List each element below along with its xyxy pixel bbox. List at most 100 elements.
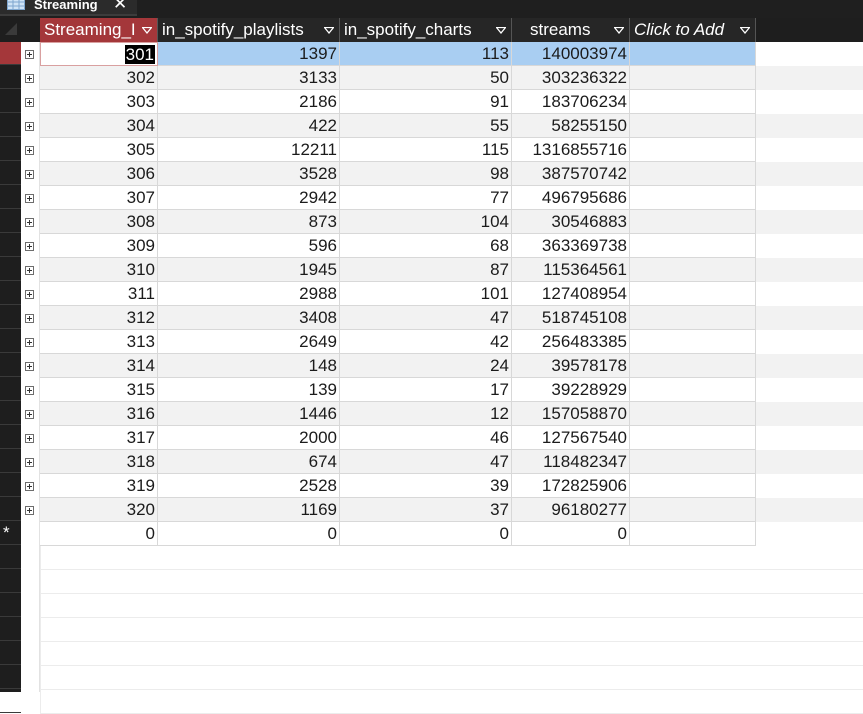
cell-streams[interactable]: 172825906 <box>512 474 630 498</box>
cell-in-spotify-playlists[interactable]: 1446 <box>158 402 340 426</box>
expand-subdatasheet-icon[interactable] <box>25 482 34 491</box>
expand-subdatasheet-icon[interactable] <box>25 458 34 467</box>
cell-click-to-add[interactable] <box>630 426 756 450</box>
record-selector[interactable] <box>0 234 21 257</box>
cell-streaming-id[interactable]: 311 <box>40 282 158 306</box>
cell-streams[interactable]: 58255150 <box>512 114 630 138</box>
expand-subdatasheet-icon[interactable] <box>25 314 34 323</box>
record-selector[interactable] <box>0 66 21 89</box>
cell-click-to-add[interactable] <box>630 282 756 306</box>
cell-streams[interactable]: 518745108 <box>512 306 630 330</box>
cell-streaming-id[interactable]: 307 <box>40 186 158 210</box>
cell-streaming-id[interactable]: 317 <box>40 426 158 450</box>
cell-in-spotify-charts[interactable]: 55 <box>340 114 512 138</box>
cell-streams[interactable]: 115364561 <box>512 258 630 282</box>
cell-click-to-add[interactable] <box>630 354 756 378</box>
cell-in-spotify-playlists[interactable]: 3528 <box>158 162 340 186</box>
cell-streaming-id[interactable]: 318 <box>40 450 158 474</box>
cell-in-spotify-playlists[interactable]: 3133 <box>158 66 340 90</box>
table-row[interactable]: 313 2649 42 256483385 <box>40 330 863 354</box>
expand-subdatasheet-icon[interactable] <box>25 218 34 227</box>
cell-streams[interactable]: 39228929 <box>512 378 630 402</box>
expand-subdatasheet-icon[interactable] <box>25 170 34 179</box>
new-record-row[interactable]: 0 0 0 0 <box>40 522 863 546</box>
cell-in-spotify-playlists[interactable]: 1169 <box>158 498 340 522</box>
cell-in-spotify-charts[interactable]: 91 <box>340 90 512 114</box>
column-header-in-spotify-playlists[interactable]: in_spotify_playlists <box>158 18 340 42</box>
cell-streams[interactable]: 1316855716 <box>512 138 630 162</box>
cell-in-spotify-charts[interactable]: 98 <box>340 162 512 186</box>
table-row[interactable]: 320 1169 37 96180277 <box>40 498 863 522</box>
table-row[interactable]: 319 2528 39 172825906 <box>40 474 863 498</box>
cell-streams[interactable]: 256483385 <box>512 330 630 354</box>
cell-streaming-id[interactable]: 0 <box>40 522 158 546</box>
cell-in-spotify-charts[interactable]: 47 <box>340 450 512 474</box>
cell-streams[interactable]: 39578178 <box>512 354 630 378</box>
table-row[interactable]: 315 139 17 39228929 <box>40 378 863 402</box>
cell-streaming-id[interactable]: 315 <box>40 378 158 402</box>
record-selector[interactable] <box>0 426 21 449</box>
cell-in-spotify-playlists[interactable]: 148 <box>158 354 340 378</box>
cell-click-to-add[interactable] <box>630 210 756 234</box>
expand-subdatasheet-icon[interactable] <box>25 74 34 83</box>
record-selector[interactable] <box>0 138 21 161</box>
cell-click-to-add[interactable] <box>630 66 756 90</box>
cell-in-spotify-charts[interactable]: 24 <box>340 354 512 378</box>
expand-subdatasheet-icon[interactable] <box>25 434 34 443</box>
cell-click-to-add[interactable] <box>630 258 756 282</box>
cell-in-spotify-charts[interactable]: 68 <box>340 234 512 258</box>
cell-streaming-id[interactable]: 305 <box>40 138 158 162</box>
cell-in-spotify-playlists[interactable]: 139 <box>158 378 340 402</box>
table-row[interactable]: 316 1446 12 157058870 <box>40 402 863 426</box>
expand-subdatasheet-icon[interactable] <box>25 50 34 59</box>
cell-click-to-add[interactable] <box>630 186 756 210</box>
cell-streams[interactable]: 118482347 <box>512 450 630 474</box>
cell-in-spotify-playlists[interactable]: 2649 <box>158 330 340 354</box>
expand-subdatasheet-icon[interactable] <box>25 194 34 203</box>
expand-subdatasheet-icon[interactable] <box>25 242 34 251</box>
cell-streaming-id[interactable]: 320 <box>40 498 158 522</box>
column-header-in-spotify-charts[interactable]: in_spotify_charts <box>340 18 512 42</box>
cell-streaming-id[interactable]: 302 <box>40 66 158 90</box>
cell-in-spotify-charts[interactable]: 115 <box>340 138 512 162</box>
cell-click-to-add[interactable] <box>630 306 756 330</box>
cell-click-to-add[interactable] <box>630 90 756 114</box>
expand-subdatasheet-icon[interactable] <box>25 146 34 155</box>
table-row[interactable]: 312 3408 47 518745108 <box>40 306 863 330</box>
cell-in-spotify-playlists[interactable]: 2000 <box>158 426 340 450</box>
cell-in-spotify-playlists[interactable]: 596 <box>158 234 340 258</box>
document-tab-streaming[interactable]: Streaming ✕ <box>0 0 137 16</box>
record-selector[interactable] <box>0 378 21 401</box>
expand-subdatasheet-icon[interactable] <box>25 98 34 107</box>
cell-in-spotify-playlists[interactable]: 3408 <box>158 306 340 330</box>
cell-in-spotify-playlists[interactable]: 2186 <box>158 90 340 114</box>
cell-click-to-add[interactable] <box>630 234 756 258</box>
cell-click-to-add[interactable] <box>630 138 756 162</box>
cell-in-spotify-charts[interactable]: 77 <box>340 186 512 210</box>
select-all-button[interactable] <box>0 18 40 42</box>
table-row[interactable]: 303 2186 91 183706234 <box>40 90 863 114</box>
cell-streams[interactable]: 496795686 <box>512 186 630 210</box>
table-row[interactable]: 302 3133 50 303236322 <box>40 66 863 90</box>
expand-subdatasheet-icon[interactable] <box>25 266 34 275</box>
cell-in-spotify-charts[interactable]: 17 <box>340 378 512 402</box>
cell-streaming-id[interactable]: 312 <box>40 306 158 330</box>
expand-subdatasheet-icon[interactable] <box>25 410 34 419</box>
cell-streaming-id[interactable]: 316 <box>40 402 158 426</box>
table-row[interactable]: 305 12211 115 1316855716 <box>40 138 863 162</box>
new-record-selector[interactable]: * <box>0 522 21 545</box>
record-selector[interactable] <box>0 114 21 137</box>
cell-in-spotify-charts[interactable]: 39 <box>340 474 512 498</box>
cell-streaming-id[interactable]: 301 <box>40 42 158 66</box>
cell-streams[interactable]: 183706234 <box>512 90 630 114</box>
cell-streams[interactable]: 127408954 <box>512 282 630 306</box>
record-selector[interactable] <box>0 210 21 233</box>
cell-streams[interactable]: 127567540 <box>512 426 630 450</box>
cell-click-to-add[interactable] <box>630 378 756 402</box>
record-selector[interactable] <box>0 330 21 353</box>
cell-in-spotify-charts[interactable]: 87 <box>340 258 512 282</box>
table-row[interactable]: 306 3528 98 387570742 <box>40 162 863 186</box>
cell-in-spotify-charts[interactable]: 12 <box>340 402 512 426</box>
record-selector[interactable] <box>0 90 21 113</box>
record-selector[interactable] <box>0 306 21 329</box>
